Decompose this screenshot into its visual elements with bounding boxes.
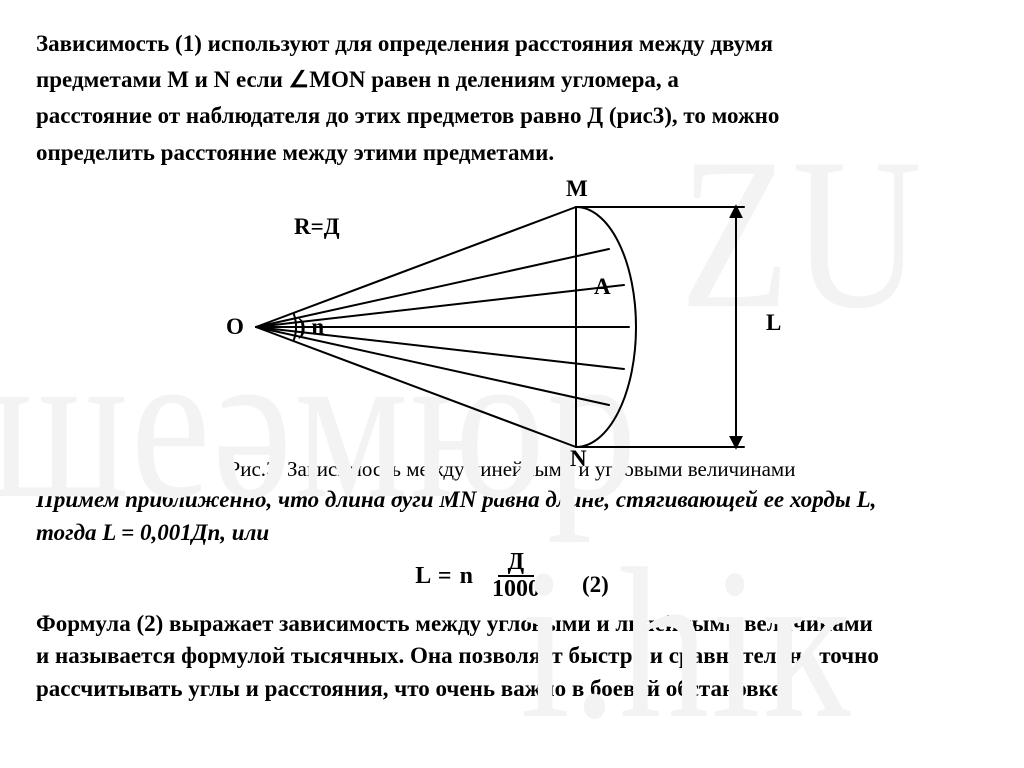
diagram-svg — [36, 177, 988, 477]
label-n-point: N — [570, 446, 587, 472]
formula-numerator: Д — [498, 550, 535, 577]
formula-denominator: 1000 — [486, 577, 546, 602]
label-n-angle: ) n — [298, 314, 324, 340]
formula-2: L = n Д 1000 (2) — [36, 550, 988, 602]
label-r: R=Д — [294, 214, 340, 240]
paragraph-1-line1: Зависимость (1) используют для определен… — [36, 28, 988, 60]
label-a: A — [594, 274, 611, 300]
bottom-line3: рассчитывать углы и расстояния, что очен… — [36, 673, 988, 705]
figure-3: M N A L O ) n R=Д — [36, 177, 988, 457]
italic-line1: Примем приближенно, что длина дуги MN ра… — [36, 484, 988, 515]
bottom-line2: и называется формулой тысячных. Она позв… — [36, 640, 988, 672]
italic-line2: тогда L = 0,001Дn, или — [36, 517, 988, 548]
formula-eqnum: (2) — [582, 572, 609, 602]
label-o: O — [226, 314, 244, 340]
page: ZU шеәмюр і.hік Зависимость (1) использу… — [0, 0, 1024, 767]
paragraph-1-line4: определить расстояние между этими предме… — [36, 137, 988, 169]
formula-lhs: L = n — [415, 563, 474, 590]
label-m: M — [566, 176, 588, 202]
paragraph-1-line2: предметами M и N если ∠MON равен n делен… — [36, 64, 988, 96]
paragraph-1-line3: расстояние от наблюдателя до этих предме… — [36, 100, 988, 132]
label-l: L — [766, 310, 781, 336]
bottom-line1: Формула (2) выражает зависимость между у… — [36, 608, 988, 640]
formula-fraction: Д 1000 — [486, 550, 546, 602]
